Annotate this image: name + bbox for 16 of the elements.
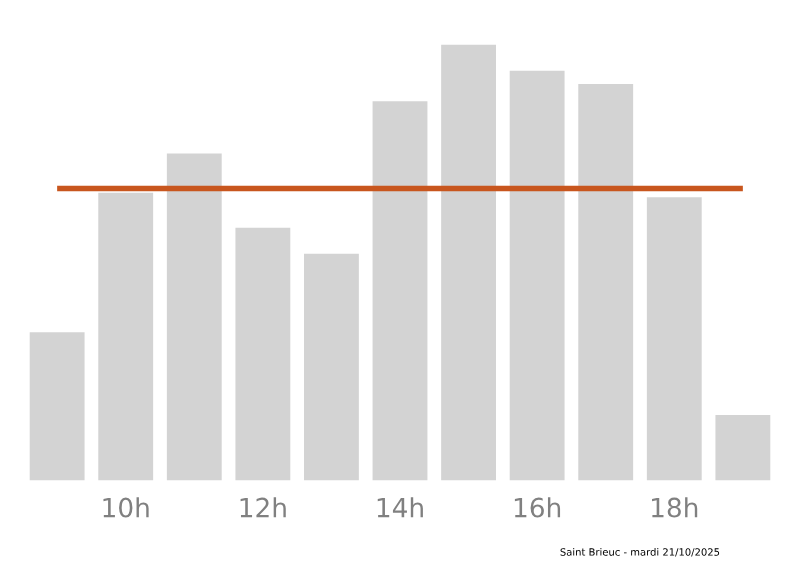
bar (29, 332, 85, 481)
x-tick-label: 10h (103, 497, 149, 518)
bar (646, 197, 702, 481)
x-tick-label: 18h (652, 497, 698, 518)
bar (715, 415, 771, 481)
bar (578, 83, 634, 481)
bar (441, 44, 496, 481)
bar (98, 192, 154, 481)
bar (166, 153, 222, 481)
bar (235, 227, 291, 481)
bar (372, 101, 428, 481)
bar (304, 253, 359, 481)
bar (509, 70, 565, 481)
x-tick-label: 12h (240, 497, 286, 518)
x-tick-label: 14h (377, 497, 423, 518)
x-tick-label: 16h (514, 497, 561, 518)
